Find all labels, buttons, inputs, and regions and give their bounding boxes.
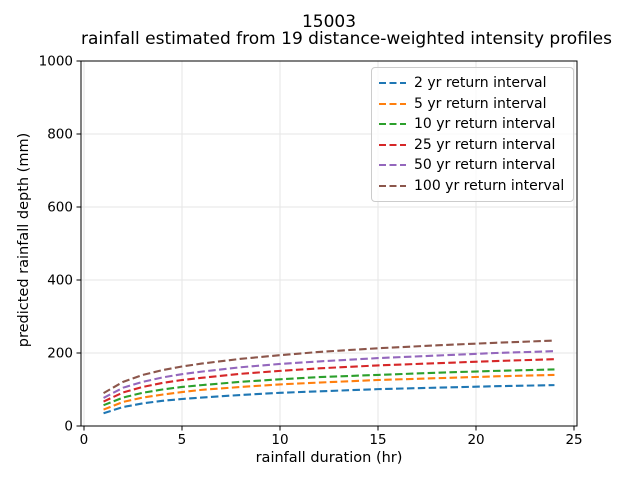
legend-line-swatch (379, 102, 406, 105)
x-tick-label-0: 0 (80, 432, 89, 448)
y-tick-label-400: 400 (47, 273, 73, 289)
series-line-25-yr-return-interval (103, 358, 555, 403)
y-axis-label: predicted rainfall depth (mm) (16, 132, 32, 348)
series-line-50-yr-return-interval (103, 350, 555, 399)
legend-label: 25 yr return interval (414, 136, 556, 153)
chart-subtitle: rainfall estimated from 19 distance-weig… (81, 29, 612, 49)
legend-line-swatch (379, 143, 406, 146)
legend-line-swatch (379, 184, 406, 187)
legend-item-10-yr-return-interval: 10 yr return interval (379, 114, 564, 135)
legend-item-50-yr-return-interval: 50 yr return interval (379, 155, 564, 176)
x-tick-label-5: 5 (178, 432, 187, 448)
legend-line-swatch (379, 164, 406, 167)
x-tick-label-20: 20 (467, 432, 484, 448)
legend-item-100-yr-return-interval: 100 yr return interval (379, 176, 564, 197)
x-tick-label-10: 10 (271, 432, 288, 448)
legend-item-2-yr-return-interval: 2 yr return interval (379, 73, 564, 94)
y-tick-label-200: 200 (47, 346, 73, 362)
y-tick-label-0: 0 (64, 419, 73, 435)
legend-label: 100 yr return interval (414, 177, 565, 194)
legend-line-swatch (379, 123, 406, 126)
series-line-100-yr-return-interval (103, 339, 555, 395)
legend-line-swatch (379, 82, 406, 85)
plot-spines (80, 60, 578, 427)
title-block: 15003 rainfall estimated from 19 distanc… (81, 12, 612, 49)
legend: 2 yr return interval 5 yr return interval… (371, 67, 575, 202)
y-tick-label-600: 600 (47, 200, 73, 216)
legend-label: 50 yr return interval (414, 157, 556, 174)
chart-title: 15003 (301, 12, 357, 32)
y-tick-label-1000: 1000 (39, 54, 73, 70)
series-line-5-yr-return-interval (103, 373, 555, 411)
x-tick-label-15: 15 (369, 432, 386, 448)
legend-label: 5 yr return interval (414, 95, 547, 112)
legend-label: 2 yr return interval (414, 75, 547, 92)
y-tick-label-800: 800 (47, 127, 73, 143)
legend-label: 10 yr return interval (414, 116, 556, 133)
x-axis-label: rainfall duration (hr) (255, 450, 403, 466)
legend-item-5-yr-return-interval: 5 yr return interval (379, 94, 564, 115)
x-tick-label-25: 25 (565, 432, 582, 448)
legend-item-25-yr-return-interval: 25 yr return interval (379, 135, 564, 156)
